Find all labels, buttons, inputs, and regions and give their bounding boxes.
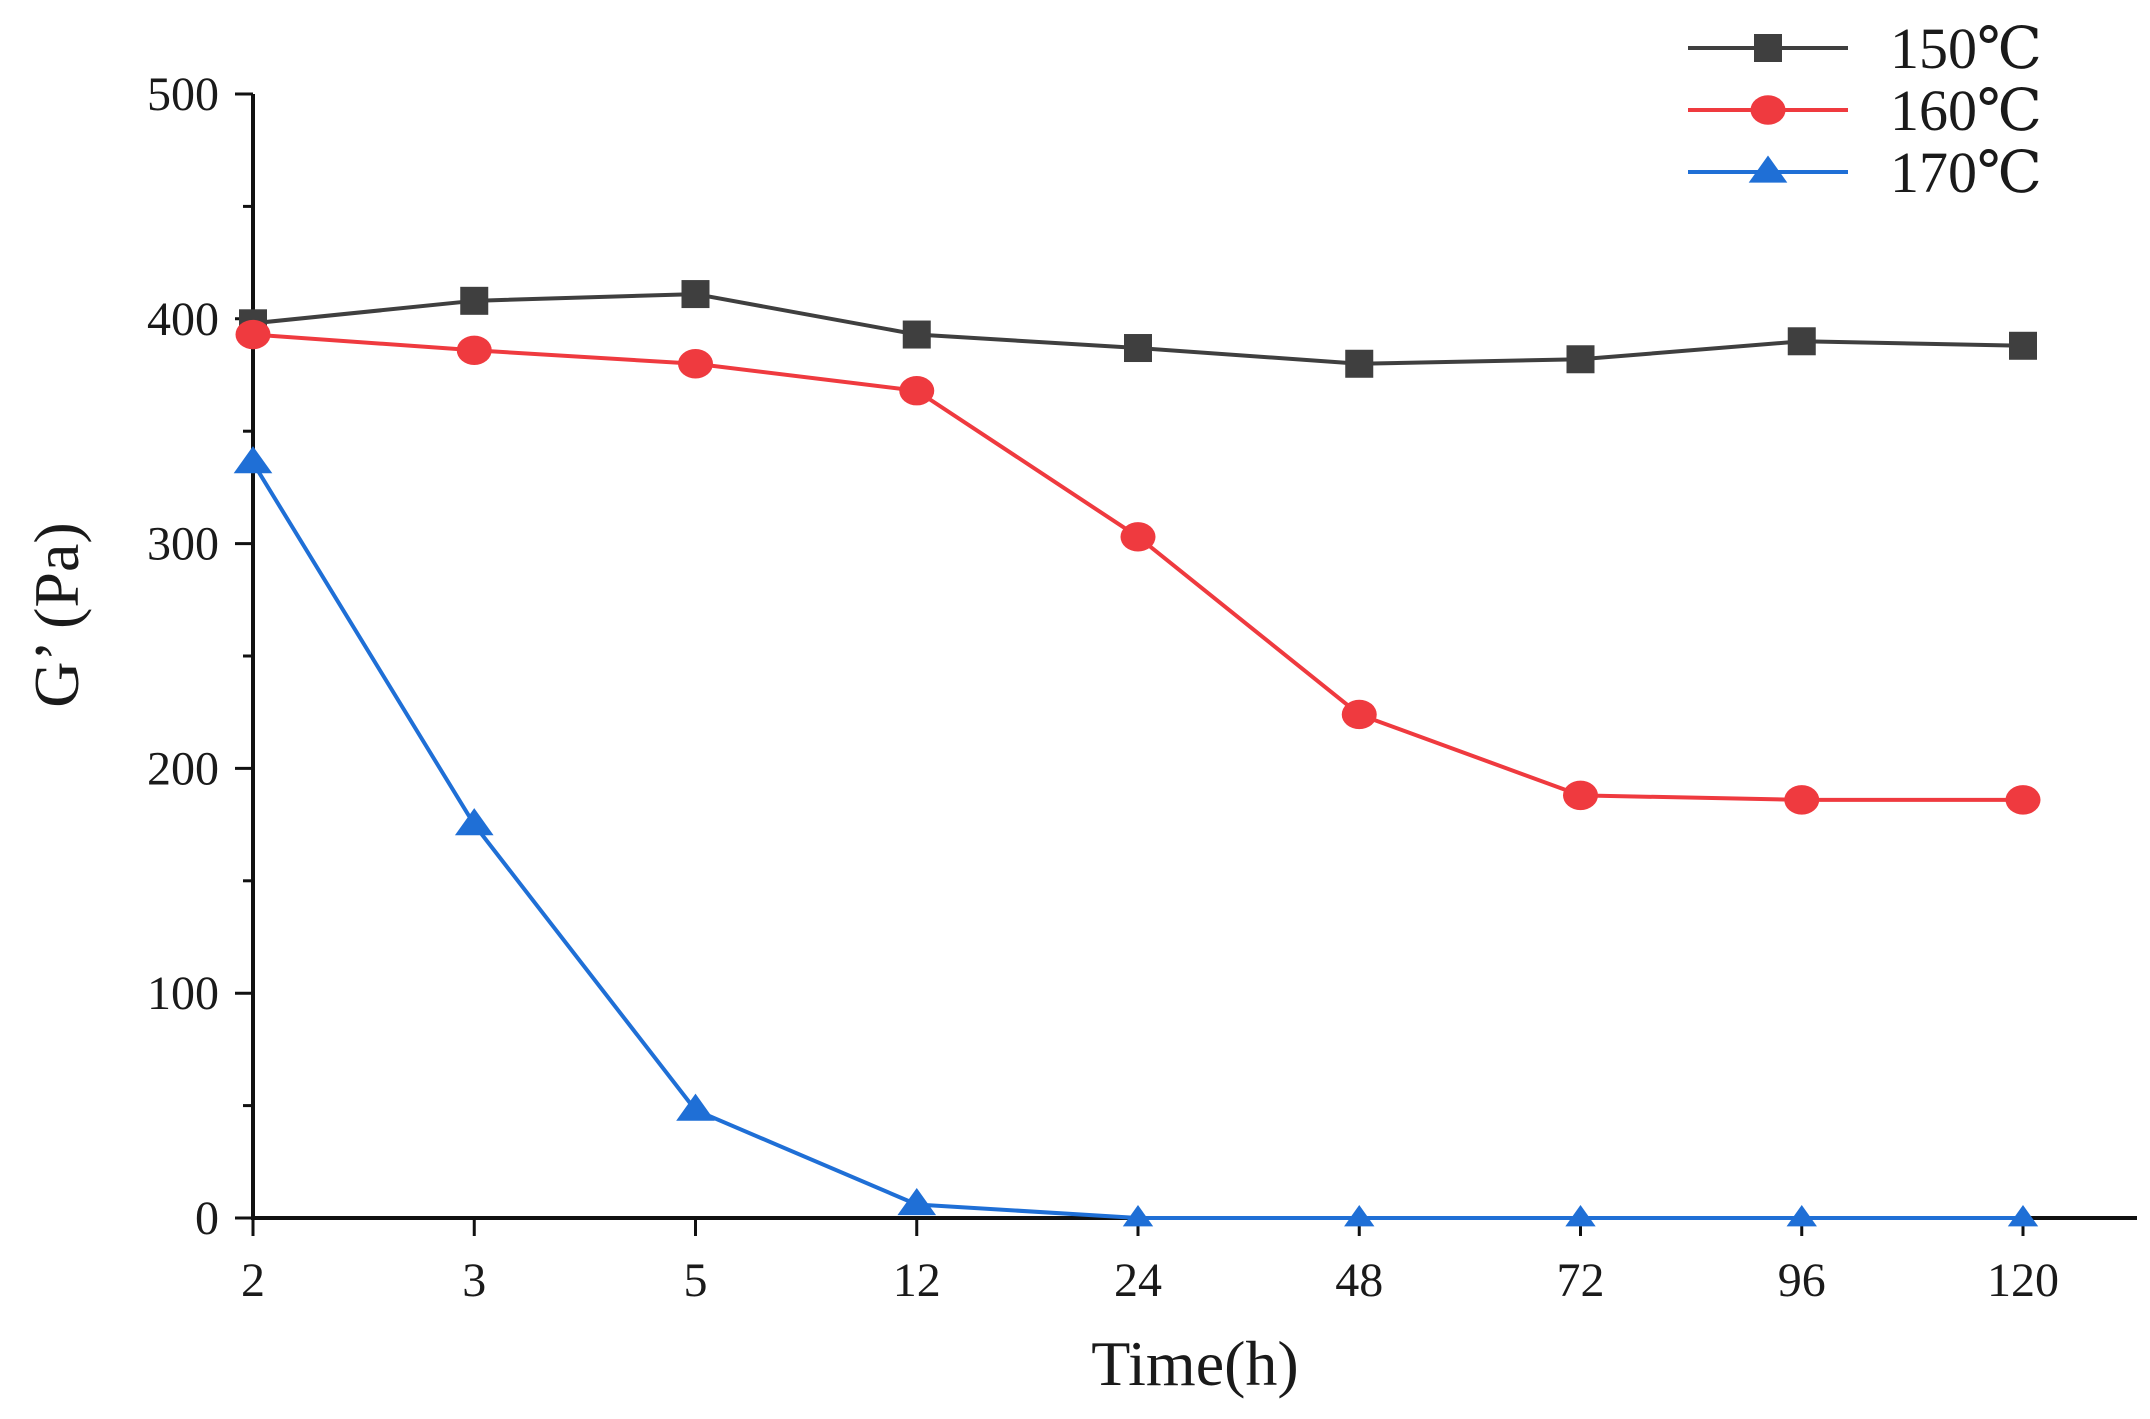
data-point xyxy=(1122,1205,1154,1227)
legend-marker xyxy=(1748,155,1788,183)
legend-marker xyxy=(1750,95,1786,125)
data-point xyxy=(1563,780,1598,811)
data-point xyxy=(1787,327,1816,356)
legend-marker xyxy=(1754,34,1782,62)
data-point xyxy=(902,320,931,349)
data-point xyxy=(678,349,713,379)
data-point xyxy=(2007,1205,2039,1227)
x-axis-title: Time(h) xyxy=(1091,1328,1298,1399)
legend-item[interactable]: 160℃ xyxy=(1688,78,2042,143)
y-tick-label: 200 xyxy=(147,742,219,795)
data-point xyxy=(2009,331,2037,360)
y-tick-label: 500 xyxy=(147,68,219,121)
x-tick-label: 12 xyxy=(893,1254,941,1307)
legend-item[interactable]: 170℃ xyxy=(1688,140,2042,205)
series-170℃ xyxy=(233,446,2039,1227)
data-point xyxy=(897,1188,937,1216)
series-150℃ xyxy=(239,280,2037,378)
data-point xyxy=(899,376,935,406)
y-tick-label: 300 xyxy=(147,518,219,571)
data-point xyxy=(456,335,492,365)
data-point xyxy=(681,280,710,309)
series-line xyxy=(252,332,2023,802)
legend-label: 150℃ xyxy=(1890,16,2042,81)
data-point xyxy=(2005,785,2041,815)
data-point xyxy=(1120,522,1156,552)
x-tick-label: 3 xyxy=(462,1254,486,1307)
x-tick-label: 5 xyxy=(684,1254,708,1307)
data-point xyxy=(1784,785,1820,815)
x-tick-label: 48 xyxy=(1335,1254,1383,1307)
y-tick-label: 0 xyxy=(195,1192,219,1245)
y-axis-title: G’ (Pa) xyxy=(21,522,92,707)
series-160℃ xyxy=(235,319,2041,815)
series-line xyxy=(251,461,2023,1220)
x-tick-label: 2 xyxy=(241,1254,265,1307)
y-ticks: 0 100 200 300 400 500 xyxy=(147,68,253,1245)
series-group xyxy=(233,280,2041,1227)
legend-label: 160℃ xyxy=(1890,78,2042,143)
x-tick-label: 72 xyxy=(1557,1254,1605,1307)
data-point xyxy=(235,319,271,350)
data-point xyxy=(233,446,273,474)
legend-item[interactable]: 150℃ xyxy=(1688,16,2042,81)
data-point xyxy=(1566,345,1595,374)
axes xyxy=(251,94,2137,1220)
data-point xyxy=(1341,699,1377,730)
y-tick-label: 400 xyxy=(147,293,219,346)
legend-label: 170℃ xyxy=(1890,140,2042,205)
x-tick-label: 120 xyxy=(1987,1254,2059,1307)
data-point xyxy=(460,286,489,315)
data-point xyxy=(1124,334,1152,363)
data-point xyxy=(1345,349,1374,378)
y-tick-label: 100 xyxy=(147,967,219,1020)
data-point xyxy=(454,808,494,836)
data-point xyxy=(1565,1205,1596,1227)
x-ticks: 2 3 5 12 24 48 72 96 120 xyxy=(241,1218,2059,1307)
data-point xyxy=(1344,1205,1375,1227)
x-tick-label: 24 xyxy=(1114,1254,1162,1307)
data-point xyxy=(1786,1205,1817,1227)
x-tick-label: 96 xyxy=(1778,1254,1826,1307)
data-point xyxy=(676,1093,715,1121)
